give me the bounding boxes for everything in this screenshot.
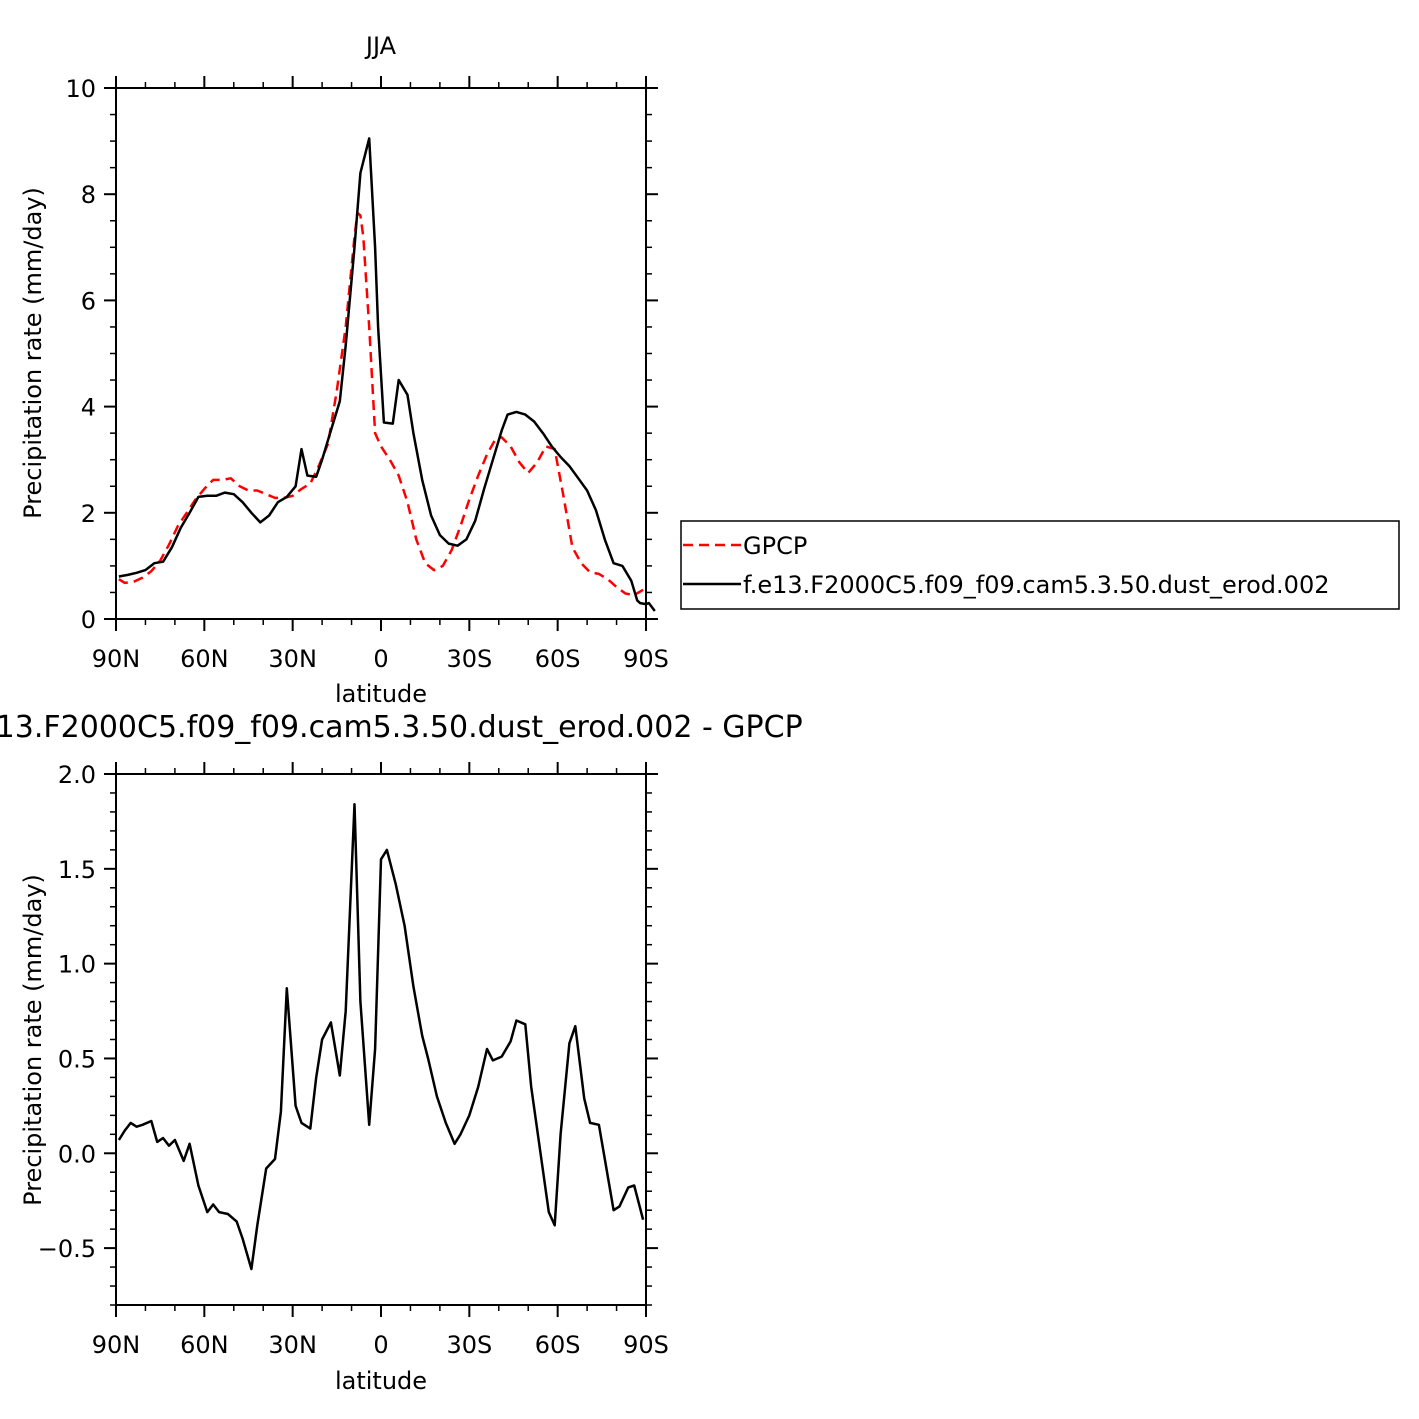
y-tick-label: 2.0 bbox=[58, 761, 96, 789]
x-tick-label: 90S bbox=[623, 1331, 669, 1359]
y-tick-label: 8 bbox=[81, 181, 96, 209]
y-tick-label: 10 bbox=[65, 75, 96, 103]
legend: GPCP f.e13.F2000C5.f09_f09.cam5.3.50.dus… bbox=[680, 520, 1400, 610]
x-tick-label: 60N bbox=[180, 645, 229, 673]
x-tick-label: 0 bbox=[373, 1331, 388, 1359]
x-tick-label: 30N bbox=[268, 645, 317, 673]
x-tick-label: 30S bbox=[446, 645, 492, 673]
legend-box bbox=[680, 520, 1400, 610]
x-tick-label: 90N bbox=[92, 1331, 141, 1359]
y-tick-label: 1.0 bbox=[58, 951, 96, 979]
chart-title: JJA bbox=[364, 32, 397, 60]
y-tick-label: −0.5 bbox=[38, 1235, 96, 1263]
x-tick-label: 90N bbox=[92, 645, 141, 673]
legend-label-model: f.e13.F2000C5.f09_f09.cam5.3.50.dust_ero… bbox=[743, 571, 1329, 599]
chart-title: f.e13.F2000C5.f09_f09.cam5.3.50.dust_ero… bbox=[0, 710, 803, 745]
plot-frame bbox=[115, 773, 647, 1306]
y-tick-label: 0.5 bbox=[58, 1045, 96, 1073]
y-tick-label: 0 bbox=[81, 606, 96, 634]
series-line-f-e13-f2000c5-f09-f09-cam5-3-50-dust-erod-002 bbox=[118, 137, 656, 612]
y-axis-label: Precipitation rate (mm/day) bbox=[19, 874, 47, 1206]
x-tick-label: 30S bbox=[446, 1331, 492, 1359]
y-tick-label: 1.5 bbox=[58, 856, 96, 884]
y-tick-label: 2 bbox=[81, 500, 96, 528]
y-tick-label: 0.0 bbox=[58, 1140, 96, 1168]
series-line-difference bbox=[117, 803, 645, 1271]
x-tick-label: 60S bbox=[535, 645, 581, 673]
y-tick-label: 4 bbox=[81, 394, 96, 422]
x-tick-label: 60S bbox=[535, 1331, 581, 1359]
x-axis-label: latitude bbox=[335, 1367, 427, 1395]
x-tick-label: 90S bbox=[623, 645, 669, 673]
chart-bottom: f.e13.F2000C5.f09_f09.cam5.3.50.dust_ero… bbox=[0, 710, 803, 1395]
x-tick-label: 0 bbox=[373, 645, 388, 673]
series-line-gpcp bbox=[118, 211, 644, 597]
y-axis-label: Precipitation rate (mm/day) bbox=[19, 187, 47, 519]
plot-frame bbox=[115, 87, 647, 620]
x-tick-label: 60N bbox=[180, 1331, 229, 1359]
chart-top: JJA Precipitation rate (mm/day) latitude… bbox=[19, 32, 669, 708]
y-tick-label: 6 bbox=[81, 287, 96, 315]
legend-label-gpcp: GPCP bbox=[743, 532, 807, 560]
x-tick-label: 30N bbox=[268, 1331, 317, 1359]
x-axis-label: latitude bbox=[335, 680, 427, 708]
